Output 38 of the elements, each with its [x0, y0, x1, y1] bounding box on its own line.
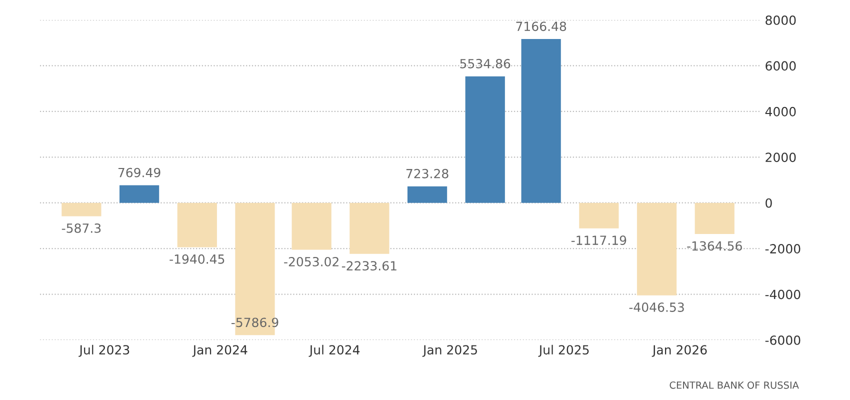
x-tick-label: Jul 2023	[78, 344, 130, 357]
bar	[465, 76, 505, 203]
data-label: 5534.86	[460, 58, 510, 68]
y-tick-label: 2000	[766, 152, 796, 162]
bar	[407, 186, 448, 203]
bar	[579, 202, 619, 228]
x-tick-label: Jan 2026	[652, 345, 707, 357]
data-label: 7166.48	[516, 22, 566, 32]
data-label: -587.3	[62, 223, 101, 233]
data-label: -1940.45	[170, 254, 224, 264]
y-tick-label: 6000	[766, 61, 796, 71]
y-tick-label: 8000	[766, 15, 796, 25]
data-label: -1117.19	[571, 236, 626, 246]
x-tick-label: Jan 2024	[192, 345, 248, 357]
data-label: -4046.53	[629, 302, 684, 312]
x-tick-label: Jul 2025	[538, 344, 589, 357]
y-tick-label: 4000	[765, 106, 796, 116]
y-tick-label: 0	[766, 198, 772, 208]
data-label: -2053.02	[284, 256, 338, 266]
bar	[62, 202, 102, 216]
y-tick-label: -4000	[765, 290, 800, 300]
bar	[694, 202, 734, 234]
data-label: -1364.56	[687, 241, 742, 251]
data-label: 769.49	[118, 168, 160, 178]
bar	[177, 202, 217, 248]
bar	[350, 202, 390, 254]
y-tick-label: -6000	[765, 335, 800, 345]
y-tick-label: -2000	[765, 244, 800, 254]
bar	[636, 202, 677, 296]
x-tick-label: Jul 2024	[308, 344, 360, 357]
data-label: 723.28	[406, 168, 448, 178]
bar	[119, 185, 160, 203]
text: CENTRAL BANK OF RUSSIA	[670, 381, 799, 389]
bar	[521, 39, 561, 203]
x-tick-label: Jan 2025	[422, 345, 477, 357]
bar	[292, 202, 332, 250]
data-label: -2233.61	[342, 261, 396, 271]
data-label: -5786.9	[231, 318, 278, 328]
